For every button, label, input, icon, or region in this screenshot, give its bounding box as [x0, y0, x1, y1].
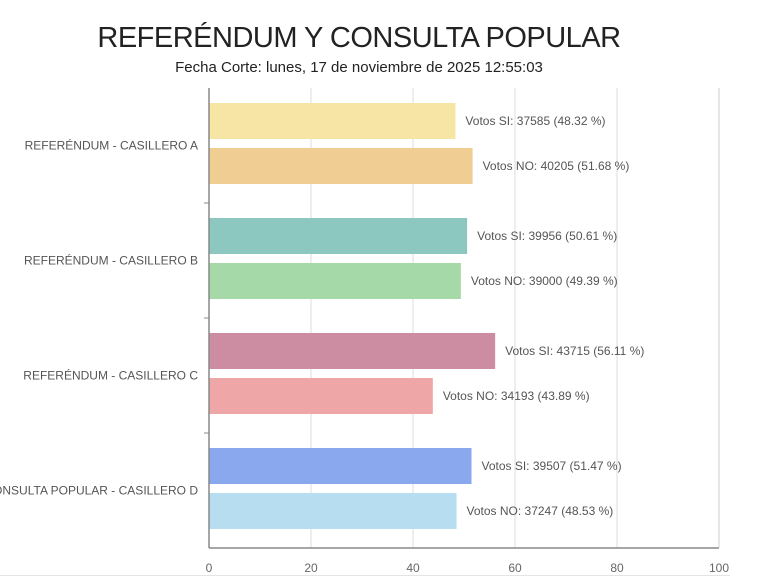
data-label: Votos NO: 40205 (51.68 %)	[483, 159, 630, 173]
data-label: Votos SI: 37585 (48.32 %)	[465, 114, 605, 128]
x-tick-label: 80	[610, 561, 624, 575]
x-tick-label: 0	[206, 561, 213, 575]
bar	[209, 103, 456, 139]
category-label: REFERÉNDUM - CASILLERO B	[24, 253, 198, 268]
x-tick-label: 100	[709, 561, 729, 575]
bar	[209, 148, 473, 184]
data-label: Votos SI: 39507 (51.47 %)	[481, 459, 621, 473]
bar	[209, 218, 468, 254]
data-label: Votos NO: 39000 (49.39 %)	[471, 274, 618, 288]
data-label: Votos NO: 37247 (48.53 %)	[467, 504, 614, 518]
data-label: Votos SI: 39956 (50.61 %)	[477, 229, 617, 243]
chart-subtitle: Fecha Corte: lunes, 17 de noviembre de 2…	[175, 59, 543, 76]
bar	[209, 263, 461, 299]
category-label: CONSULTA POPULAR - CASILLERO D	[0, 484, 198, 498]
category-label: REFERÉNDUM - CASILLERO C	[23, 368, 198, 383]
bar	[209, 448, 472, 484]
data-label: Votos SI: 43715 (56.11 %)	[505, 344, 644, 358]
x-tick-label: 40	[406, 561, 420, 575]
bar	[209, 378, 433, 414]
data-label: Votos NO: 34193 (43.89 %)	[443, 389, 590, 403]
x-tick-label: 20	[304, 561, 318, 575]
bar	[209, 493, 457, 529]
chart-title: REFERÉNDUM Y CONSULTA POPULAR	[97, 22, 621, 54]
x-tick-label: 60	[508, 561, 522, 575]
bar	[209, 333, 496, 369]
category-label: REFERÉNDUM - CASILLERO A	[25, 138, 198, 153]
